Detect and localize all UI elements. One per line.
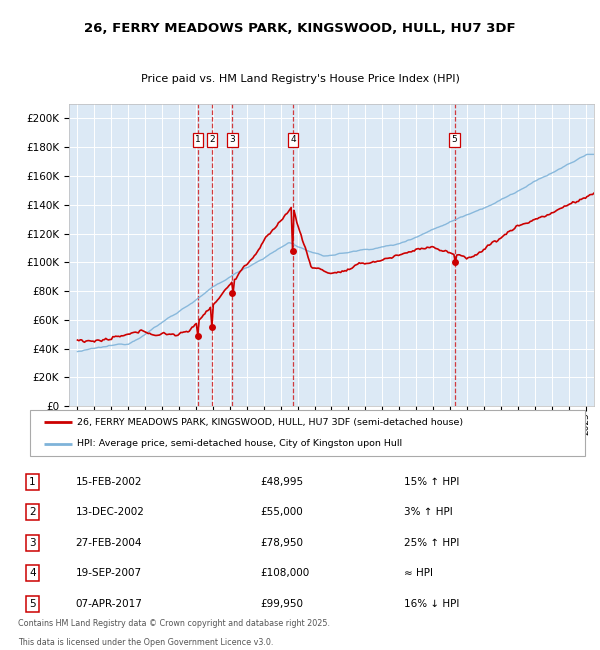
Text: 13-DEC-2002: 13-DEC-2002 — [76, 507, 145, 517]
Text: 5: 5 — [452, 135, 457, 144]
Text: 07-APR-2017: 07-APR-2017 — [76, 599, 142, 609]
Text: This data is licensed under the Open Government Licence v3.0.: This data is licensed under the Open Gov… — [18, 638, 274, 647]
Text: 27-FEB-2004: 27-FEB-2004 — [76, 538, 142, 548]
Text: £48,995: £48,995 — [260, 476, 303, 487]
Text: 16% ↓ HPI: 16% ↓ HPI — [404, 599, 459, 609]
Text: 3: 3 — [29, 538, 36, 548]
Text: 3: 3 — [230, 135, 235, 144]
Text: ≈ HPI: ≈ HPI — [404, 568, 433, 578]
Text: 15-FEB-2002: 15-FEB-2002 — [76, 476, 142, 487]
Text: 15% ↑ HPI: 15% ↑ HPI — [404, 476, 459, 487]
Text: 3% ↑ HPI: 3% ↑ HPI — [404, 507, 452, 517]
Text: £55,000: £55,000 — [260, 507, 302, 517]
Text: 26, FERRY MEADOWS PARK, KINGSWOOD, HULL, HU7 3DF: 26, FERRY MEADOWS PARK, KINGSWOOD, HULL,… — [84, 21, 516, 34]
Text: 2: 2 — [29, 507, 36, 517]
FancyBboxPatch shape — [30, 410, 585, 456]
Text: 2: 2 — [209, 135, 215, 144]
Text: 25% ↑ HPI: 25% ↑ HPI — [404, 538, 459, 548]
Text: 1: 1 — [29, 476, 36, 487]
Text: 4: 4 — [29, 568, 36, 578]
Text: HPI: Average price, semi-detached house, City of Kingston upon Hull: HPI: Average price, semi-detached house,… — [77, 439, 403, 448]
Text: 5: 5 — [29, 599, 36, 609]
Text: 1: 1 — [195, 135, 201, 144]
Text: Contains HM Land Registry data © Crown copyright and database right 2025.: Contains HM Land Registry data © Crown c… — [18, 619, 330, 628]
Text: Price paid vs. HM Land Registry's House Price Index (HPI): Price paid vs. HM Land Registry's House … — [140, 73, 460, 84]
Text: 26, FERRY MEADOWS PARK, KINGSWOOD, HULL, HU7 3DF (semi-detached house): 26, FERRY MEADOWS PARK, KINGSWOOD, HULL,… — [77, 418, 463, 426]
Text: 4: 4 — [290, 135, 296, 144]
Text: £108,000: £108,000 — [260, 568, 309, 578]
Text: £78,950: £78,950 — [260, 538, 303, 548]
Text: 19-SEP-2007: 19-SEP-2007 — [76, 568, 142, 578]
Text: £99,950: £99,950 — [260, 599, 303, 609]
